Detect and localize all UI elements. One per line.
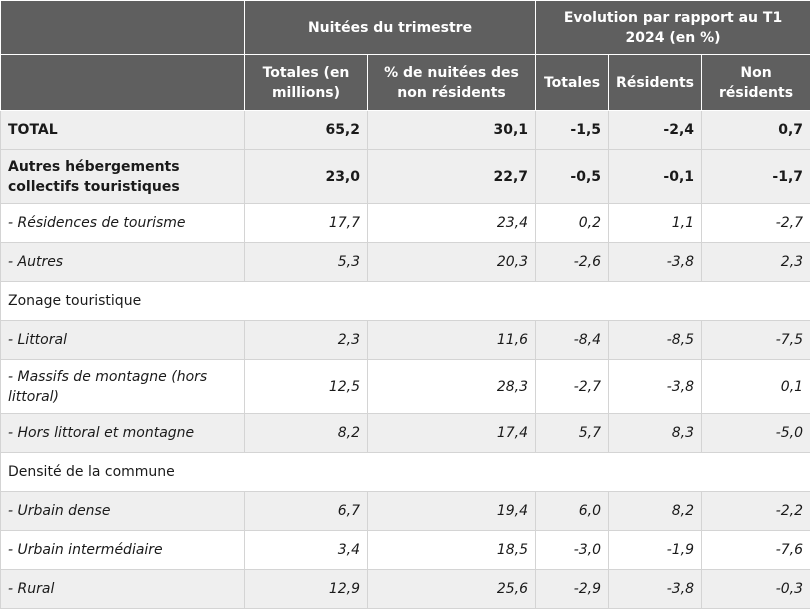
cell-value: 19,4 [366, 491, 537, 531]
cell-value: 23,0 [244, 149, 368, 204]
table-row-rural: - Rural 12,9 25,6 -2,9 -3,8 -0,3 [0, 569, 810, 609]
table-row-massifs-montagne: - Massifs de montagne (hors littoral) 12… [0, 359, 810, 414]
cell-value: 0,7 [701, 110, 810, 150]
cell-value: -8,5 [608, 320, 703, 360]
column-header-totales-millions: Totales (en millions) [244, 54, 368, 111]
row-label: - Littoral [0, 320, 245, 360]
cell-value: -3,8 [608, 242, 703, 282]
cell-value: 2,3 [701, 242, 810, 282]
cell-value: -2,7 [535, 359, 610, 414]
row-label: - Urbain intermédiaire [0, 530, 245, 570]
cell-value: -2,6 [535, 242, 610, 282]
row-label: TOTAL [0, 110, 245, 150]
row-label: - Hors littoral et montagne [0, 413, 245, 453]
column-header-evol-non-residents: Non résidents [701, 54, 810, 111]
cell-value: -7,6 [701, 530, 810, 570]
column-header-pct-non-residents: % de nuitées des non résidents [366, 54, 537, 111]
section-row-zonage: Zonage touristique [0, 281, 810, 321]
cell-value: 65,2 [244, 110, 368, 150]
cell-value: -5,0 [701, 413, 810, 453]
cell-value: -8,4 [535, 320, 610, 360]
cell-value: 18,5 [366, 530, 537, 570]
cell-value: -0,5 [535, 149, 610, 204]
cell-value: 3,4 [244, 530, 368, 570]
table-row-urbain-dense: - Urbain dense 6,7 19,4 6,0 8,2 -2,2 [0, 491, 810, 531]
cell-value: 25,6 [366, 569, 537, 609]
cell-value: -2,4 [608, 110, 703, 150]
row-label: - Urbain dense [0, 491, 245, 531]
table-row-urbain-intermediaire: - Urbain intermédiaire 3,4 18,5 -3,0 -1,… [0, 530, 810, 570]
cell-value: 28,3 [366, 359, 537, 414]
row-label: - Massifs de montagne (hors littoral) [0, 359, 245, 414]
cell-value: 5,7 [535, 413, 610, 453]
cell-value: 6,0 [535, 491, 610, 531]
header-group-evolution: Evolution par rapport au T1 2024 (en %) [535, 0, 810, 55]
cell-value: -3,8 [608, 359, 703, 414]
cell-value: -3,0 [535, 530, 610, 570]
cell-value: 0,2 [535, 203, 610, 243]
cell-value: 12,5 [244, 359, 368, 414]
cell-value: 5,3 [244, 242, 368, 282]
cell-value: -2,9 [535, 569, 610, 609]
cell-value: 2,3 [244, 320, 368, 360]
cell-value: 1,1 [608, 203, 703, 243]
table-row-hors-littoral: - Hors littoral et montagne 8,2 17,4 5,7… [0, 413, 810, 453]
cell-value: -0,3 [701, 569, 810, 609]
table-row-littoral: - Littoral 2,3 11,6 -8,4 -8,5 -7,5 [0, 320, 810, 360]
cell-value: 11,6 [366, 320, 537, 360]
row-label: Autres hébergements collectifs touristiq… [0, 149, 245, 204]
section-label: Densité de la commune [0, 452, 810, 492]
section-label: Zonage touristique [0, 281, 810, 321]
table-row-autres-hebergements: Autres hébergements collectifs touristiq… [0, 149, 810, 204]
cell-value: 30,1 [366, 110, 537, 150]
cell-value: 17,7 [244, 203, 368, 243]
header-corner-2 [0, 54, 245, 111]
header-corner [0, 0, 245, 55]
cell-value: -1,7 [701, 149, 810, 204]
cell-value: -1,5 [535, 110, 610, 150]
cell-value: 0,1 [701, 359, 810, 414]
cell-value: -3,8 [608, 569, 703, 609]
cell-value: -7,5 [701, 320, 810, 360]
column-header-evol-residents: Résidents [608, 54, 703, 111]
cell-value: -2,7 [701, 203, 810, 243]
cell-value: 8,3 [608, 413, 703, 453]
section-row-densite: Densité de la commune [0, 452, 810, 492]
table-row-total: TOTAL 65,2 30,1 -1,5 -2,4 0,7 [0, 110, 810, 150]
cell-value: 20,3 [366, 242, 537, 282]
table-row-autres: - Autres 5,3 20,3 -2,6 -3,8 2,3 [0, 242, 810, 282]
cell-value: 23,4 [366, 203, 537, 243]
cell-value: 6,7 [244, 491, 368, 531]
cell-value: 12,9 [244, 569, 368, 609]
column-header-evol-totales: Totales [535, 54, 610, 111]
cell-value: 8,2 [244, 413, 368, 453]
cell-value: -2,2 [701, 491, 810, 531]
cell-value: 17,4 [366, 413, 537, 453]
row-label: - Autres [0, 242, 245, 282]
header-group-nuitees: Nuitées du trimestre [243, 0, 537, 55]
cell-value: 22,7 [366, 149, 537, 204]
row-label: - Résidences de tourisme [0, 203, 245, 243]
cell-value: -0,1 [608, 149, 703, 204]
row-label: - Rural [0, 569, 245, 609]
cell-value: 8,2 [608, 491, 703, 531]
table-row-residences-tourisme: - Résidences de tourisme 17,7 23,4 0,2 1… [0, 203, 810, 243]
cell-value: -1,9 [608, 530, 703, 570]
